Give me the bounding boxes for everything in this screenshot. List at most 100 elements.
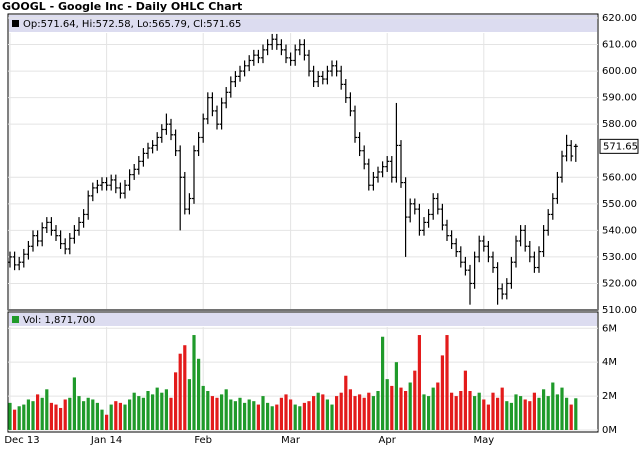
y-tick-label: 4M bbox=[602, 357, 617, 368]
y-tick-label: 0M bbox=[602, 425, 617, 436]
volume-bar bbox=[261, 396, 265, 430]
volume-bar bbox=[422, 394, 426, 430]
volume-bar bbox=[293, 404, 297, 430]
legend-swatch bbox=[12, 20, 19, 27]
volume-bar bbox=[477, 392, 481, 430]
volume-bar bbox=[49, 402, 53, 430]
volume-bar bbox=[178, 353, 182, 430]
volume-bar bbox=[141, 397, 145, 430]
volume-bar bbox=[454, 396, 458, 430]
volume-bar bbox=[82, 401, 86, 430]
x-tick-label: Feb bbox=[194, 435, 212, 446]
volume-bar bbox=[542, 389, 546, 430]
volume-bar bbox=[59, 407, 63, 430]
volume-bar bbox=[40, 397, 44, 430]
volume-bar bbox=[546, 396, 550, 430]
price-legend: Op:571.64, Hi:572.58, Lo:565.79, Cl:571.… bbox=[23, 19, 241, 30]
volume-bar bbox=[302, 402, 306, 430]
volume-bar bbox=[316, 392, 320, 430]
volume-bar bbox=[31, 401, 35, 430]
y-tick-label: 610.00 bbox=[602, 40, 637, 51]
volume-bar bbox=[137, 396, 141, 430]
volume-bar bbox=[279, 397, 283, 430]
volume-bar bbox=[298, 406, 302, 430]
x-tick-label: Apr bbox=[379, 435, 397, 446]
volume-bar bbox=[468, 391, 472, 430]
volume-bar bbox=[54, 404, 58, 430]
volume-bar bbox=[390, 385, 394, 430]
volume-bar bbox=[8, 402, 12, 430]
chart-title: GOOGL - Google Inc - Daily OHLC Chart bbox=[2, 0, 242, 13]
volume-bar bbox=[13, 409, 17, 430]
price-legend-bar bbox=[9, 15, 597, 32]
volume-bar bbox=[381, 336, 385, 430]
volume-bar bbox=[229, 399, 233, 430]
volume-bar bbox=[183, 345, 187, 430]
volume-bar bbox=[376, 391, 380, 430]
volume-bar bbox=[17, 406, 21, 430]
volume-bar bbox=[362, 397, 366, 430]
volume-bar bbox=[220, 394, 224, 430]
volume-bar bbox=[496, 397, 500, 430]
volume-bar bbox=[151, 394, 155, 430]
volume-legend-bar bbox=[9, 313, 597, 326]
volume-bar bbox=[408, 382, 412, 430]
x-tick-label: Dec 13 bbox=[4, 435, 39, 446]
volume-bar bbox=[63, 399, 67, 430]
volume-bar bbox=[569, 404, 573, 430]
volume-bar bbox=[128, 399, 132, 430]
volume-bar bbox=[146, 391, 150, 430]
volume-bar bbox=[95, 402, 99, 430]
volume-bar bbox=[109, 404, 113, 430]
volume-bar bbox=[77, 396, 81, 430]
y-tick-label: 530.00 bbox=[602, 252, 637, 263]
volume-bar bbox=[215, 397, 219, 430]
volume-bar bbox=[431, 387, 435, 430]
volume-bar bbox=[519, 396, 523, 430]
volume-bar bbox=[169, 397, 173, 430]
volume-bar bbox=[233, 401, 237, 430]
volume-bar bbox=[555, 394, 559, 430]
volume-bar bbox=[325, 399, 329, 430]
volume-bar bbox=[404, 391, 408, 430]
volume-bar bbox=[353, 396, 357, 430]
volume-bar bbox=[371, 396, 375, 430]
y-tick-label: 540.00 bbox=[602, 225, 637, 236]
volume-bar bbox=[394, 362, 398, 430]
volume-bar bbox=[514, 394, 518, 430]
volume-bar bbox=[164, 389, 168, 430]
volume-bar bbox=[160, 392, 164, 430]
volume-bar bbox=[247, 399, 251, 430]
volume-bar bbox=[565, 397, 569, 430]
y-tick-label: 560.00 bbox=[602, 172, 637, 183]
volume-bar bbox=[68, 397, 72, 430]
volume-bar bbox=[385, 379, 389, 430]
y-tick-label: 520.00 bbox=[602, 278, 637, 289]
x-tick-label: May bbox=[473, 435, 494, 446]
volume-bar bbox=[537, 397, 541, 430]
volume-bar bbox=[224, 389, 228, 430]
volume-bar bbox=[118, 402, 122, 430]
volume-bar bbox=[192, 335, 196, 430]
volume-bar bbox=[413, 370, 417, 430]
last-price-box bbox=[599, 138, 639, 154]
volume-bar bbox=[91, 399, 95, 430]
y-tick-label: 580.00 bbox=[602, 119, 637, 130]
volume-bar bbox=[243, 402, 247, 430]
volume-bar bbox=[532, 392, 536, 430]
volume-bar bbox=[482, 399, 486, 430]
volume-bar bbox=[26, 399, 30, 430]
legend-swatch bbox=[12, 316, 19, 323]
volume-bar bbox=[238, 397, 242, 430]
y-tick-label: 2M bbox=[602, 391, 617, 402]
volume-bar bbox=[289, 399, 293, 430]
volume-bar bbox=[187, 379, 191, 430]
volume-bar bbox=[270, 406, 274, 430]
volume-bar bbox=[256, 404, 260, 430]
volume-bar bbox=[445, 335, 449, 430]
volume-bar bbox=[560, 387, 564, 430]
y-tick-label: 590.00 bbox=[602, 93, 637, 104]
volume-bar bbox=[321, 394, 325, 430]
